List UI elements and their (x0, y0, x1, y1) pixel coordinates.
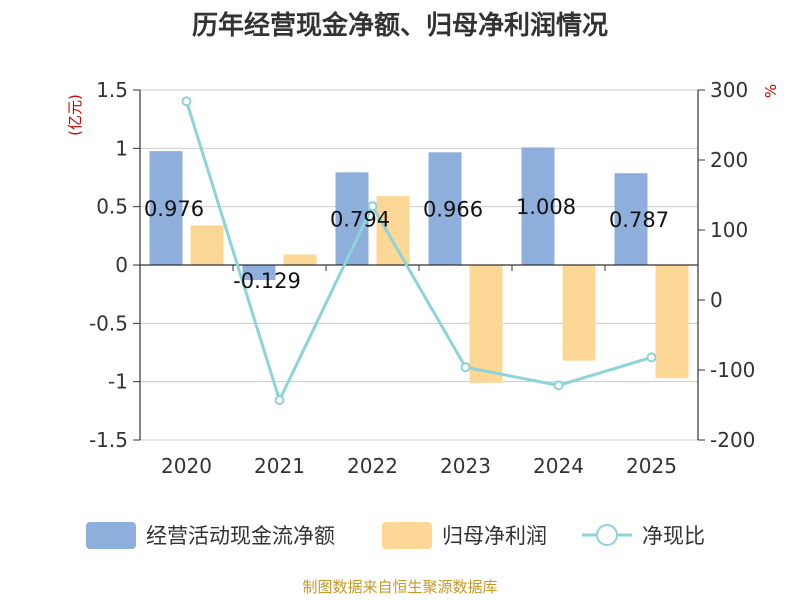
right-tick-label: 0 (710, 288, 723, 312)
x-tick-label: 2021 (254, 454, 305, 478)
legend-label-net-profit: 归母净利润 (442, 524, 547, 548)
legend-marker-net-cash-ratio (596, 524, 618, 546)
right-tick-label: 200 (710, 148, 748, 172)
axes: 2020 2021 2022 2023 2024 2025 (139, 90, 699, 478)
bar-operating-cash-flow (242, 265, 276, 281)
bar-net-profit (190, 225, 224, 265)
bar-net-profit (655, 265, 689, 379)
right-tick-label: 100 (710, 218, 748, 242)
bar-net-profit (469, 265, 503, 383)
data-label: 0.966 (423, 198, 483, 222)
right-tick-label: -100 (710, 358, 755, 382)
x-tick-label: 2024 (533, 454, 584, 478)
chart-title: 历年经营现金净额、归母净利润情况 (192, 10, 608, 41)
legend-label-net-cash-ratio: 净现比 (642, 524, 705, 548)
data-source: 制图数据来自恒生聚源数据库 (302, 578, 497, 596)
legend-label-operating-cash-flow: 经营活动现金流净额 (146, 524, 335, 548)
data-label: -0.129 (233, 269, 301, 293)
bar-net-profit (283, 254, 317, 265)
left-tick-label: 0 (115, 253, 128, 277)
x-tick-label: 2020 (161, 454, 212, 478)
left-tick-label: -0.5 (89, 311, 128, 335)
data-label: 0.976 (144, 197, 204, 221)
left-tick-label: 1 (115, 136, 128, 160)
left-tick-label: 0.5 (96, 195, 128, 219)
bar-operating-cash-flow (428, 152, 462, 265)
bar-operating-cash-flow (149, 151, 183, 265)
bar-net-profit (562, 265, 596, 361)
data-label: 1.008 (516, 195, 576, 219)
left-tick-label: 1.5 (96, 78, 128, 102)
legend[interactable]: 经营活动现金流净额 归母净利润 净现比 (86, 522, 705, 549)
legend-swatch-operating-cash-flow (86, 522, 136, 549)
net-cash-ratio-point (460, 362, 471, 373)
left-tick-label: -1.5 (89, 428, 128, 452)
x-tick-label: 2022 (347, 454, 398, 478)
data-labels: 0.976 -0.129 0.794 0.966 1.008 0.787 (144, 195, 669, 293)
bar-operating-cash-flow (614, 173, 648, 265)
net-cash-ratio-point (274, 395, 285, 406)
net-cash-ratio-point (181, 96, 192, 107)
bar-operating-cash-flow (521, 147, 555, 265)
data-label: 0.787 (609, 208, 669, 232)
net-cash-ratio-point (553, 380, 564, 391)
x-tick-label: 2025 (626, 454, 677, 478)
right-tick-label: 300 (710, 78, 748, 102)
bar-net-profit (376, 196, 410, 265)
left-tick-label: -1 (108, 370, 128, 394)
net-cash-ratio-point (646, 352, 657, 363)
net-cash-ratio-line (185, 100, 652, 405)
left-axis-unit: (亿元) (66, 94, 84, 136)
legend-swatch-net-profit (382, 522, 432, 549)
right-axis-unit: % (762, 84, 780, 98)
right-tick-label: -200 (710, 428, 755, 452)
x-tick-label: 2023 (440, 454, 491, 478)
line-series (181, 96, 657, 406)
net-cash-ratio-point (367, 201, 378, 212)
data-label: 0.794 (330, 208, 390, 232)
